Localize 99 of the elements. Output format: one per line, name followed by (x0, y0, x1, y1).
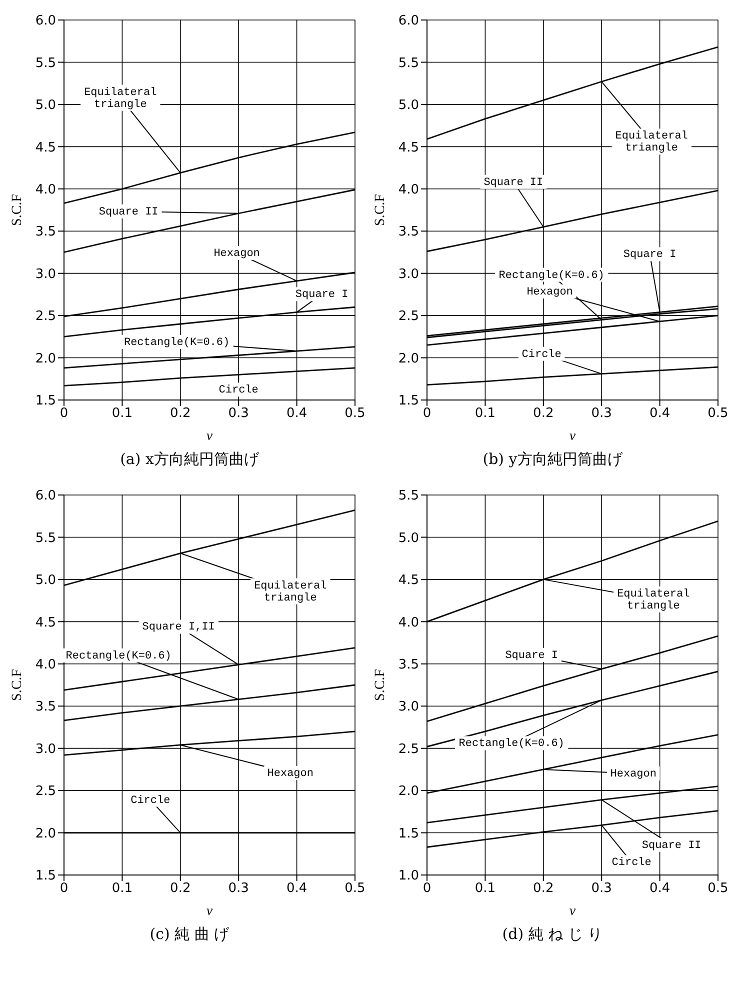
series-label: Square I (505, 650, 558, 662)
x-tick-label: 0.4 (649, 406, 670, 422)
series-label: Circle (522, 348, 562, 361)
y-tick-label: 1.5 (398, 826, 419, 842)
y-tick-label: 4.0 (398, 615, 419, 630)
x-tick-label: 0.2 (533, 406, 554, 422)
y-tick-label: 5.5 (398, 488, 419, 504)
y-tick-label: 1.5 (398, 394, 419, 409)
y-tick-label: 3.5 (35, 224, 56, 240)
text: Square II (642, 840, 702, 852)
text: Equilateral triangle (617, 588, 690, 612)
x-tick-label: 0.2 (170, 881, 191, 896)
x-tick-label: 0.4 (649, 881, 670, 896)
series-label: Rectangle(K=0.6) (458, 738, 564, 750)
x-tick-label: 0.3 (591, 881, 612, 896)
y-tick-label: 2.0 (35, 826, 56, 842)
x-tick-label: 0.2 (170, 406, 191, 422)
y-tick-label: 5.5 (35, 530, 56, 546)
y-tick-label: 2.0 (398, 351, 419, 366)
x-tick-label: 0.1 (112, 406, 133, 422)
y-axis-title: S.C.F (10, 194, 25, 226)
x-tick-label: 0.1 (474, 406, 496, 422)
y-tick-label: 4.5 (398, 140, 419, 156)
x-tick-label: 0.1 (474, 881, 496, 896)
y-tick-label: 3.5 (398, 224, 419, 240)
y-tick-label: 1.5 (35, 394, 56, 409)
x-tick-label: 0 (422, 406, 432, 422)
y-tick-label: 4.0 (398, 182, 419, 198)
y-axis-title: S.C.F (372, 668, 388, 701)
x-axis-title: ν (206, 904, 214, 919)
text: Hexagon (267, 768, 314, 780)
text: (c) 純 曲 げ (148, 925, 230, 944)
series-label: Circle (218, 384, 258, 397)
y-tick-label: 4.5 (398, 573, 419, 588)
y-tick-label: 2.5 (398, 742, 419, 757)
y-tick-label: 6.0 (35, 488, 56, 504)
y-tick-label: 5.0 (35, 573, 56, 588)
x-tick-label: 0.5 (708, 881, 728, 896)
series-label: Rectangle(K=0.6) (124, 337, 230, 350)
y-tick-label: 3.0 (398, 700, 419, 715)
y-tick-label: 4.0 (35, 182, 56, 198)
x-tick-label: 0 (60, 406, 68, 422)
y-tick-label: 2.5 (35, 784, 56, 800)
text: Rectangle(K=0.6) (498, 270, 604, 282)
text: Equilateral triangle (615, 130, 688, 155)
legend-label: Rectangle(K=0.6) (66, 650, 172, 662)
text: (b) y方向純円筒曲げ (482, 450, 624, 469)
x-tick-label: 0.4 (286, 406, 308, 422)
series-label: Hexagon (610, 768, 657, 780)
text: (d) 純 ね じ り (501, 925, 604, 944)
series-label: Square II (98, 206, 158, 218)
x-tick-label: 0.1 (112, 881, 133, 896)
y-axis-title: S.C.F (10, 668, 25, 701)
text: Circle (130, 794, 170, 807)
y-tick-label: 3.5 (398, 658, 419, 673)
x-tick-label: 0.4 (286, 881, 308, 896)
x-tick-label: 0.5 (708, 406, 728, 422)
y-tick-label: 2.0 (398, 784, 419, 800)
x-tick-label: 0.3 (228, 406, 249, 422)
x-tick-label: 0 (422, 881, 432, 896)
text: Square II (484, 176, 544, 189)
text: Hexagon (526, 286, 573, 298)
y-tick-label: 4.0 (35, 658, 56, 673)
y-tick-label: 3.5 (35, 700, 56, 715)
y-tick-label: 2.5 (398, 309, 419, 324)
y-tick-label: 4.5 (35, 615, 56, 630)
text: Square I (623, 249, 676, 262)
y-tick-label: 4.5 (35, 140, 56, 156)
y-tick-label: 3.0 (398, 266, 419, 282)
text: Equilateral triangle (84, 86, 157, 111)
y-tick-label: 5.5 (398, 56, 419, 71)
text: Equilateral triangle (254, 580, 327, 604)
y-tick-label: 3.0 (35, 266, 56, 282)
y-tick-label: 6.0 (398, 14, 419, 29)
y-tick-label: 2.5 (35, 309, 56, 324)
y-tick-label: 5.5 (35, 56, 56, 71)
x-tick-label: 0 (60, 881, 68, 896)
x-tick-label: 0.3 (591, 406, 612, 422)
y-axis-title: S.C.F (372, 194, 388, 226)
text: (a) x方向純円筒曲げ (119, 450, 260, 469)
y-tick-label: 5.0 (35, 98, 56, 114)
x-axis-title: ν (206, 429, 214, 444)
x-axis-title: ν (569, 429, 576, 444)
text: Circle (612, 857, 652, 870)
x-tick-label: 0.2 (533, 881, 554, 896)
x-tick-label: 0.3 (228, 881, 249, 896)
y-tick-label: 1.0 (398, 868, 419, 884)
y-tick-label: 6.0 (35, 14, 56, 29)
y-tick-label: 5.0 (398, 530, 419, 546)
y-tick-label: 2.0 (35, 351, 56, 366)
x-axis-title: ν (569, 904, 576, 919)
x-tick-label: 0.5 (344, 881, 366, 896)
series-label: Square I (295, 289, 348, 302)
y-tick-label: 5.0 (398, 98, 419, 114)
text: Hexagon (214, 248, 260, 260)
y-tick-label: 1.5 (35, 868, 56, 884)
text: Square I,II (142, 622, 215, 634)
x-tick-label: 0.5 (344, 406, 366, 422)
y-tick-label: 3.0 (35, 742, 56, 757)
